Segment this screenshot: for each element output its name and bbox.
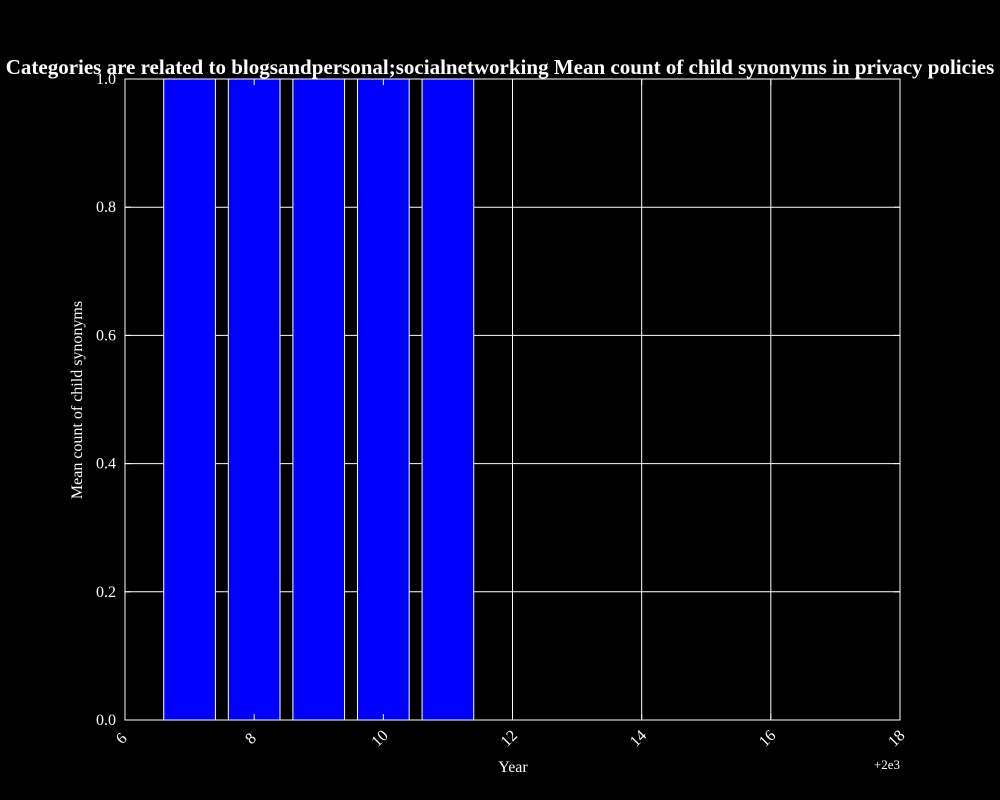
bar [163, 78, 216, 721]
bars [163, 78, 475, 721]
y-tick-labels: 0.0 0.2 0.4 0.6 0.8 1.0 [96, 71, 116, 729]
x-tick-label: 8 [242, 730, 260, 748]
bar [421, 78, 475, 721]
x-axis-offset-label: +2e3 [874, 757, 900, 772]
bar [227, 78, 281, 721]
y-tick-label: 0.4 [96, 456, 116, 473]
x-tick-label: 12 [498, 727, 521, 750]
chart-title: Categories are related to blogsandperson… [6, 55, 995, 79]
y-axis-label: Mean count of child synonyms [69, 301, 86, 499]
x-tick-labels: 6 8 10 12 14 16 18 [113, 727, 909, 750]
x-tick-label: 6 [113, 730, 131, 748]
x-tick-label: 14 [627, 727, 650, 750]
y-tick-label: 0.2 [96, 584, 116, 601]
x-tick-label: 18 [885, 727, 908, 750]
x-tick-label: 10 [368, 727, 391, 750]
tick-marks [124, 78, 901, 721]
y-tick-label: 1.0 [96, 71, 116, 88]
y-tick-label: 0.6 [96, 327, 116, 344]
y-tick-label: 0.8 [96, 199, 116, 216]
x-tick-label: 16 [756, 727, 779, 750]
x-axis-label: Year [498, 759, 528, 776]
bar [292, 78, 346, 721]
bar [357, 78, 410, 721]
y-tick-label: 0.0 [96, 712, 116, 729]
